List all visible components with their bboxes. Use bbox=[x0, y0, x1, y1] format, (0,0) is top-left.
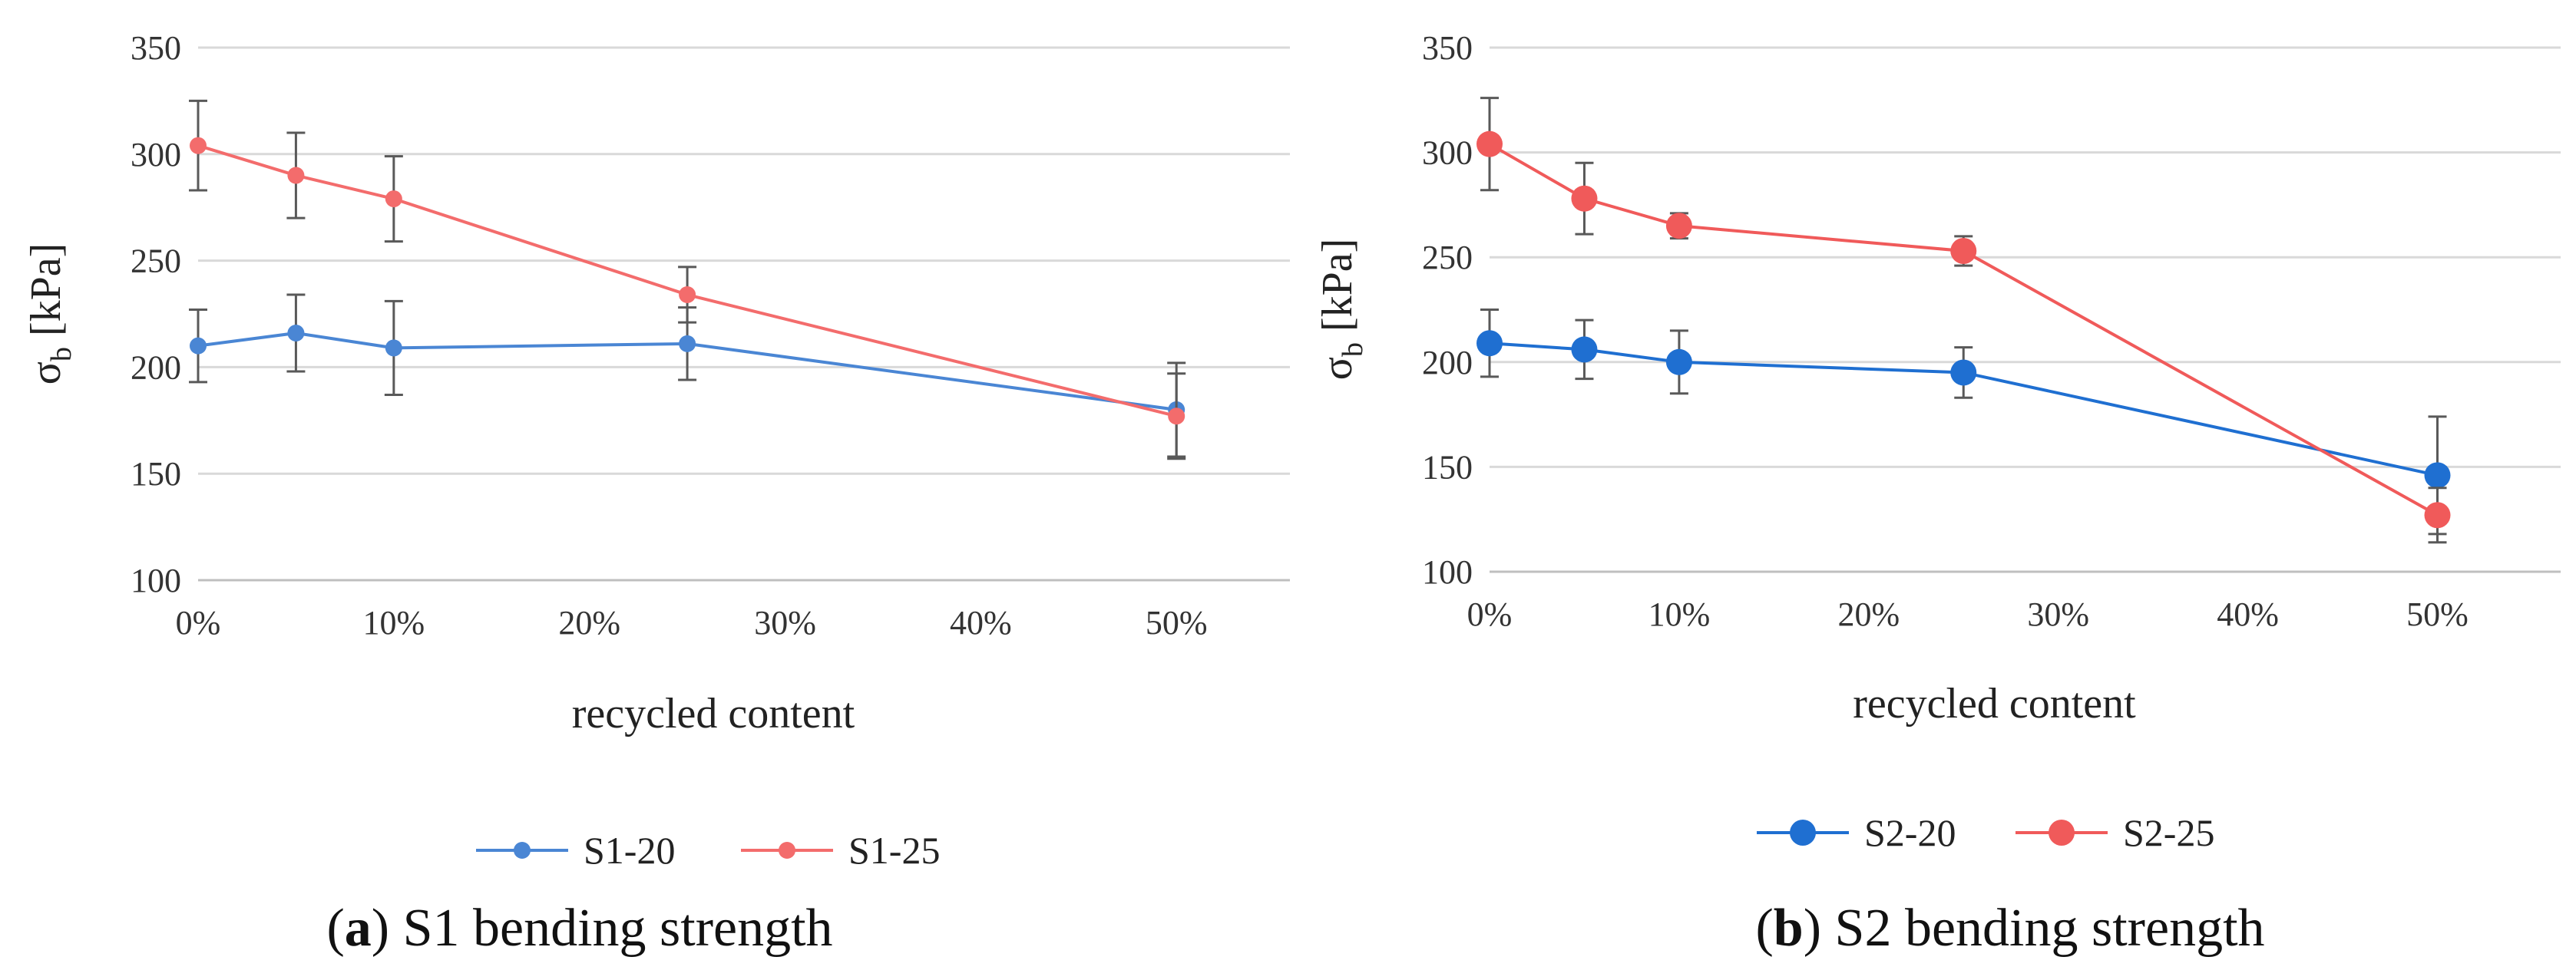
y-tick-label: 300 bbox=[131, 136, 181, 173]
legend-label: S2-25 bbox=[2123, 811, 2214, 854]
caption-label: b bbox=[1774, 899, 1804, 958]
x-tick-label: 40% bbox=[2217, 596, 2279, 633]
y-axis-subscript: b bbox=[1337, 342, 1369, 357]
data-point bbox=[679, 286, 696, 304]
y-tick-label: 100 bbox=[1422, 553, 1473, 591]
data-point bbox=[1950, 238, 1977, 265]
y-tick-label: 350 bbox=[131, 29, 181, 67]
data-point bbox=[385, 339, 402, 357]
legend-swatch-marker bbox=[514, 842, 531, 859]
data-point bbox=[287, 324, 305, 342]
data-point bbox=[287, 167, 305, 184]
x-tick-label: 20% bbox=[1837, 596, 1900, 633]
x-tick-label: 30% bbox=[754, 604, 816, 642]
y-tick-label: 250 bbox=[131, 243, 181, 280]
y-tick-label: 250 bbox=[1422, 239, 1473, 276]
y-tick-label: 150 bbox=[1422, 448, 1473, 486]
x-tick-label: 0% bbox=[1467, 596, 1513, 633]
x-tick-label: 20% bbox=[558, 604, 620, 642]
data-point bbox=[190, 137, 207, 154]
caption-paren-close: ) bbox=[372, 899, 389, 958]
y-tick-label: 100 bbox=[131, 562, 181, 599]
x-axis-label: recycled content bbox=[572, 690, 855, 737]
legend-label: S1-20 bbox=[584, 829, 675, 872]
x-tick-label: 10% bbox=[1648, 596, 1711, 633]
y-axis-label: σb [kPa] bbox=[1314, 239, 1369, 380]
legend-swatch-marker bbox=[1790, 820, 1816, 846]
legend-swatch-marker bbox=[2049, 820, 2075, 846]
legend-item-S2-25: S2-25 bbox=[2015, 811, 2214, 854]
legend-item-S2-20: S2-20 bbox=[1757, 811, 1956, 854]
legend-item-S1-20: S1-20 bbox=[476, 829, 675, 872]
data-point bbox=[1476, 330, 1503, 357]
y-tick-label: 200 bbox=[1422, 344, 1473, 381]
y-axis-symbol: σ bbox=[1314, 357, 1361, 380]
series-line-S2-25 bbox=[1489, 142, 2439, 516]
x-tick-label: 30% bbox=[2027, 596, 2089, 633]
series-S1-25 bbox=[189, 99, 1186, 460]
series-S2-20 bbox=[1476, 309, 2451, 536]
figure-caption: (a) S1 bending strength bbox=[326, 899, 832, 958]
y-tick-label: 200 bbox=[131, 348, 181, 386]
legend-label: S2-20 bbox=[1864, 811, 1956, 854]
x-tick-label: 50% bbox=[2406, 596, 2469, 633]
x-tick-label: 0% bbox=[176, 604, 221, 642]
caption-paren-close: ) bbox=[1804, 899, 1821, 958]
data-point bbox=[1168, 408, 1185, 425]
legend-label: S1-25 bbox=[848, 829, 940, 872]
legend-item-S1-25: S1-25 bbox=[741, 829, 940, 872]
y-axis-symbol: σ bbox=[22, 361, 70, 384]
chart-panel-a: 100 150 200 250 300 350 0% 10% 20% 30% 40% 50% recyc… bbox=[22, 29, 1290, 958]
data-point bbox=[1476, 130, 1503, 157]
x-tick-label: 10% bbox=[363, 604, 425, 642]
data-point bbox=[2424, 462, 2451, 489]
caption-text: S1 bending strength bbox=[389, 899, 832, 958]
y-axis-label: σb [kPa] bbox=[22, 243, 78, 384]
data-point bbox=[190, 337, 207, 355]
data-point bbox=[1665, 213, 1692, 239]
data-point bbox=[1950, 359, 1977, 386]
legend-swatch-marker bbox=[779, 842, 795, 859]
caption-paren-open: ( bbox=[1755, 899, 1773, 958]
x-tick-label: 50% bbox=[1146, 604, 1208, 642]
x-axis-label: recycled content bbox=[1853, 680, 2136, 728]
y-axis-unit: [kPa] bbox=[22, 243, 70, 347]
y-axis-unit: [kPa] bbox=[1314, 239, 1361, 342]
chart-panel-b: 100 150 200 250 300 350 0% 10% 20% 30% 40% 50% recyc… bbox=[1314, 29, 2561, 958]
figure-caption: (b) S2 bending strength bbox=[1755, 899, 2264, 958]
data-point bbox=[1571, 336, 1598, 363]
data-point bbox=[385, 190, 402, 208]
data-point bbox=[1571, 185, 1598, 212]
caption-text: S2 bending strength bbox=[1821, 899, 2264, 958]
data-point bbox=[1665, 348, 1692, 375]
data-point bbox=[2424, 502, 2451, 529]
caption-label: a bbox=[345, 899, 372, 958]
y-axis-subscript: b bbox=[45, 347, 78, 361]
x-tick-label: 40% bbox=[950, 604, 1012, 642]
y-tick-label: 300 bbox=[1422, 134, 1473, 172]
data-point bbox=[679, 335, 696, 352]
y-tick-label: 350 bbox=[1422, 29, 1473, 67]
series-S2-25 bbox=[1476, 97, 2451, 544]
caption-paren-open: ( bbox=[326, 899, 344, 958]
y-tick-label: 150 bbox=[131, 455, 181, 493]
